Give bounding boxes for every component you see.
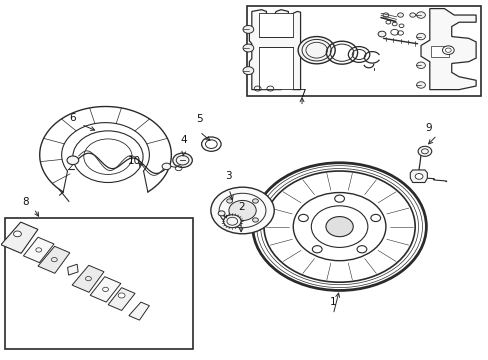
Circle shape xyxy=(382,13,388,17)
Polygon shape xyxy=(129,302,149,320)
Text: 1: 1 xyxy=(329,297,336,307)
Circle shape xyxy=(210,187,274,234)
Circle shape xyxy=(356,246,366,253)
Circle shape xyxy=(416,62,425,68)
Polygon shape xyxy=(67,264,78,275)
Polygon shape xyxy=(38,246,70,273)
Text: 5: 5 xyxy=(196,114,203,124)
Circle shape xyxy=(298,37,334,64)
Circle shape xyxy=(226,199,232,203)
Circle shape xyxy=(162,163,170,170)
Polygon shape xyxy=(23,237,54,263)
Circle shape xyxy=(298,215,307,221)
Circle shape xyxy=(218,211,224,216)
Circle shape xyxy=(377,31,385,37)
Circle shape xyxy=(226,218,232,222)
Polygon shape xyxy=(259,13,293,37)
Text: 8: 8 xyxy=(22,197,28,207)
Circle shape xyxy=(252,199,258,203)
Circle shape xyxy=(223,215,241,228)
Polygon shape xyxy=(1,222,38,253)
Text: 6: 6 xyxy=(69,113,76,123)
Text: 2: 2 xyxy=(237,202,244,212)
Text: 10: 10 xyxy=(127,156,141,166)
Bar xyxy=(4,218,193,348)
Circle shape xyxy=(442,46,453,54)
Polygon shape xyxy=(259,47,293,89)
Circle shape xyxy=(416,33,425,40)
Circle shape xyxy=(370,215,380,221)
Circle shape xyxy=(118,293,125,298)
Circle shape xyxy=(243,67,253,75)
Text: 3: 3 xyxy=(225,171,232,181)
Bar xyxy=(246,6,480,96)
Circle shape xyxy=(228,201,256,221)
Circle shape xyxy=(414,174,422,179)
Circle shape xyxy=(397,13,403,17)
Circle shape xyxy=(172,153,192,167)
Circle shape xyxy=(14,231,21,237)
Circle shape xyxy=(417,146,431,156)
Polygon shape xyxy=(420,9,475,90)
Circle shape xyxy=(252,218,258,222)
Circle shape xyxy=(312,246,322,253)
Circle shape xyxy=(325,217,352,237)
Circle shape xyxy=(334,195,344,202)
Polygon shape xyxy=(409,170,427,183)
Polygon shape xyxy=(72,265,104,292)
Polygon shape xyxy=(430,45,448,57)
Polygon shape xyxy=(90,276,121,302)
Text: 7: 7 xyxy=(298,89,305,99)
Circle shape xyxy=(67,156,79,165)
Circle shape xyxy=(416,12,425,18)
Text: 9: 9 xyxy=(424,123,431,134)
Circle shape xyxy=(409,13,415,17)
Circle shape xyxy=(243,26,253,33)
Polygon shape xyxy=(108,288,135,310)
Polygon shape xyxy=(249,10,300,90)
Circle shape xyxy=(416,82,425,88)
Text: 4: 4 xyxy=(180,135,186,145)
Circle shape xyxy=(243,44,253,52)
